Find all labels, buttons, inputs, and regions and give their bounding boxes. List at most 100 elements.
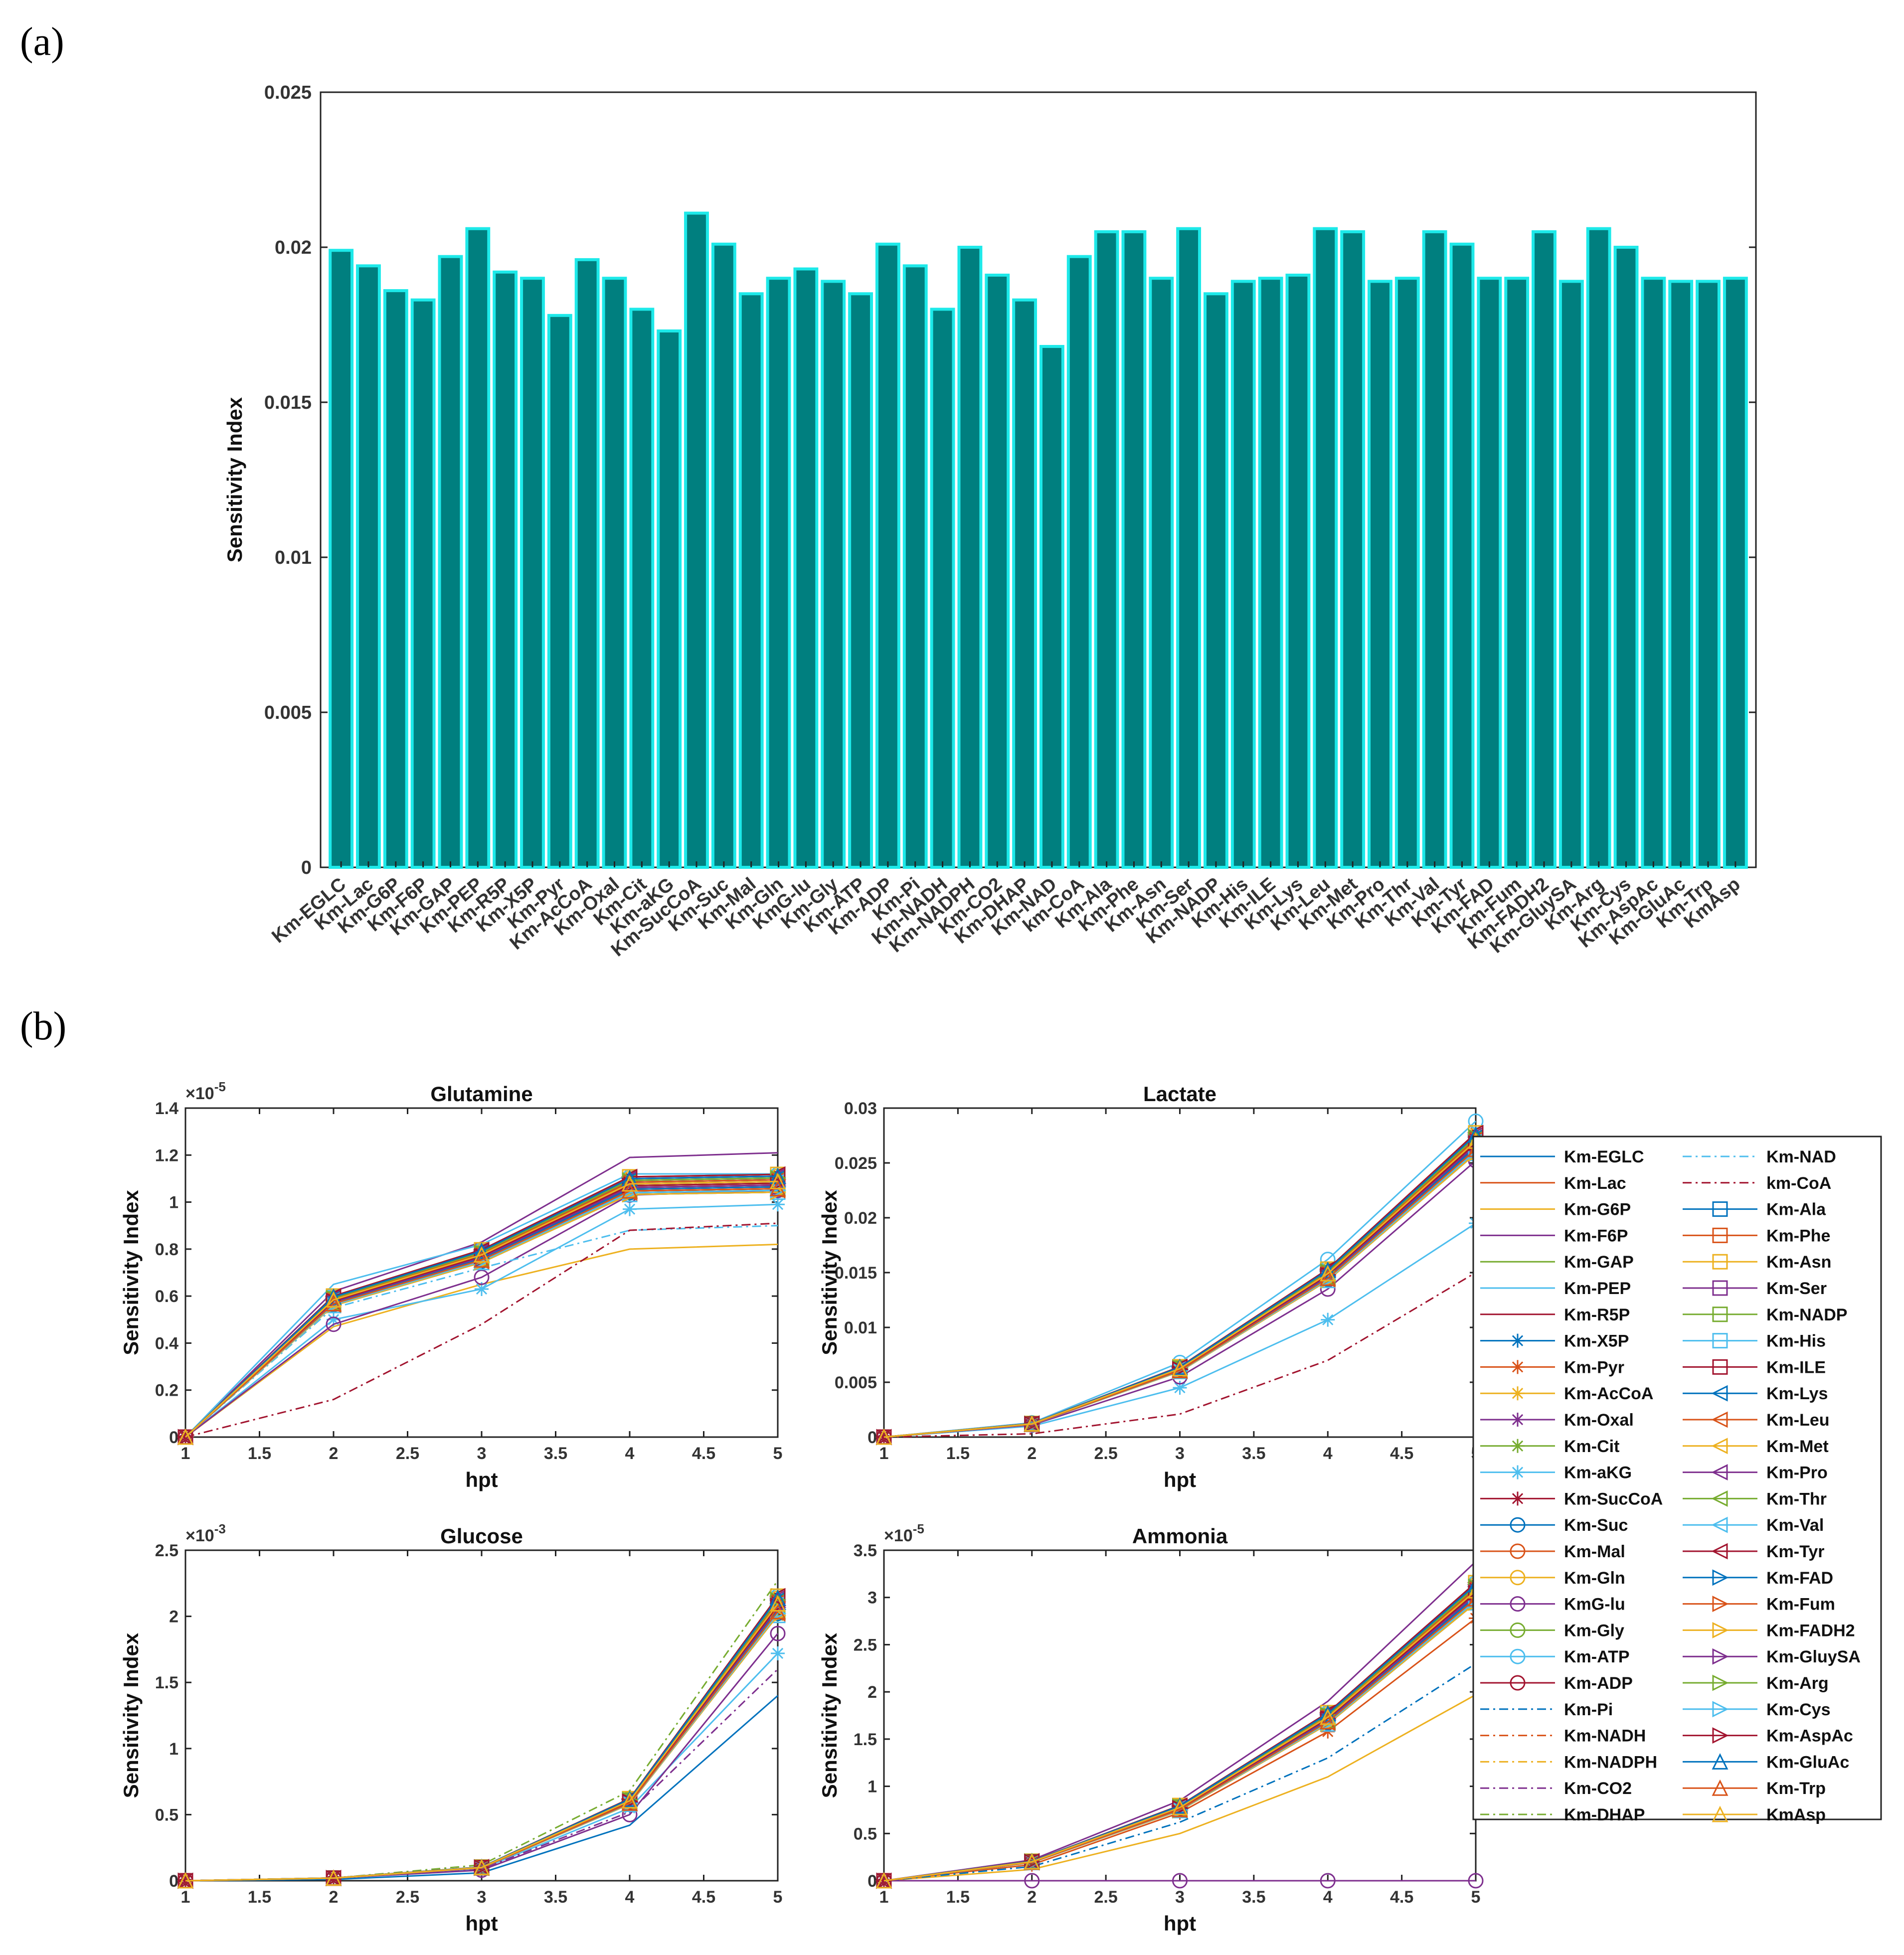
x-axis-label: hpt [465,1468,498,1491]
series-marker [473,1858,490,1875]
x-tick-label: 3 [477,1444,487,1463]
y-tick-label: 1.2 [155,1146,178,1165]
x-tick-label: 1.5 [946,1888,970,1907]
x-tick-label: 1.5 [946,1444,970,1463]
bar [1340,230,1366,869]
series-marker [474,1269,490,1285]
series-marker [876,1429,893,1446]
x-tick-label: 4 [625,1444,635,1463]
x-tick-label: 1 [879,1444,889,1463]
bar [1641,277,1666,869]
legend-marker [1711,1490,1728,1507]
y-tick-label: 0.01 [844,1318,877,1337]
x-tick-label: 4.5 [692,1444,715,1463]
x-tick-label: 4.5 [692,1888,715,1907]
x-tick-label: 4 [1323,1444,1333,1463]
bar [930,308,955,869]
legend-label: Km-Oxal [1564,1411,1634,1430]
ammonia-line-chart: Ammonia 1 1.5 2 2.5 3 3.5 4 4.5 5 0 0.5 1 1.5 2 2.5 3 3.5… [818,1521,1485,1935]
panel-label-b: (b) [20,1004,66,1048]
legend-label: Km-GAP [1564,1253,1634,1272]
x-axis-label: hpt [1164,1468,1196,1491]
legend-label: Km-Lys [1766,1384,1828,1403]
legend-label: Km-Pyr [1564,1358,1624,1377]
bar [1012,298,1038,869]
legend-marker [1712,1779,1729,1796]
legend-marker [1712,1306,1728,1322]
bar [1504,277,1530,869]
series-marker [875,1872,892,1889]
bar [1449,242,1475,869]
y-tick-label: 2 [867,1683,877,1702]
y-tick-label: 0 [867,1428,877,1447]
series-marker [473,1246,490,1263]
legend-label: Km-FAD [1766,1569,1833,1588]
x-tick-label: 3.5 [1242,1888,1265,1907]
series-marker [622,1793,639,1810]
bar [875,242,900,869]
x-tick-label: 2 [329,1888,339,1907]
series-marker [325,1291,342,1308]
bar [1422,230,1447,869]
bar [1149,277,1174,869]
legend-label: Km-Ser [1766,1279,1827,1298]
x-axis-label: hpt [1164,1912,1196,1935]
y-tick-label: 0.015 [264,392,312,413]
series-marker [177,1872,194,1889]
bar [465,227,491,869]
series-marker [875,1428,892,1445]
bar [848,292,873,869]
bar [738,292,764,869]
legend-label: Km-PEP [1564,1279,1631,1298]
x-tick-label: 2.5 [396,1444,419,1463]
legend-label: Km-NADP [1766,1305,1847,1324]
legend-marker [1711,1464,1728,1481]
legend-marker [1510,1570,1526,1586]
bar [766,277,791,869]
series-line [185,1222,778,1438]
legend-marker [1510,1543,1526,1559]
bar [410,298,436,869]
legend-marker [1712,1701,1729,1718]
y-tick-label: 1 [867,1778,877,1796]
y-tick-label: 0.03 [844,1099,877,1118]
series-line [883,1663,1476,1882]
series-marker [769,1166,786,1183]
y-tick-label: 0.005 [264,702,312,723]
bar [1313,227,1338,869]
legend-label: Km-AspAc [1766,1727,1853,1746]
legend-marker [1712,1359,1728,1375]
legend-label: Km-Ala [1766,1200,1826,1219]
bar [821,280,846,869]
y-tick-label: 1.4 [155,1099,178,1118]
legend-label: Km-ATP [1564,1647,1630,1666]
bar [493,270,518,869]
y-tick-label: 0.015 [835,1264,877,1283]
x-tick-label: 5 [1471,1888,1481,1907]
bar [1121,230,1147,869]
legend-marker [1511,1333,1525,1348]
plot-title: Lactate [1143,1082,1216,1106]
legend-label: Km-GluAc [1766,1753,1849,1772]
x-tick-label: 2.5 [396,1888,419,1907]
y-tick-label: 0.02 [844,1209,877,1228]
x-tick-label: 1 [879,1888,889,1907]
x-tick-label: 2 [1027,1888,1037,1907]
x-tick-label: 1 [181,1888,190,1907]
legend-label: KmG-lu [1564,1595,1625,1614]
legend-marker [1712,1569,1729,1586]
series-marker [621,1175,638,1192]
bar [1532,230,1557,869]
x-tick-label: 2.5 [1094,1888,1117,1907]
bar [1230,280,1256,869]
legend-label: Km-Val [1766,1516,1824,1535]
bar [602,277,627,869]
y-tick-label: 0.02 [275,237,312,258]
y-tick-label: 0.5 [854,1824,877,1843]
legend-label: Km-AcCoA [1564,1384,1653,1403]
y-axis-label: Sensitivity Index [818,1632,841,1798]
legend-label: Km-Trp [1766,1779,1826,1798]
bar [1558,280,1584,869]
plot-frame [184,1107,779,1438]
legend-label: Km-NADH [1564,1727,1646,1746]
